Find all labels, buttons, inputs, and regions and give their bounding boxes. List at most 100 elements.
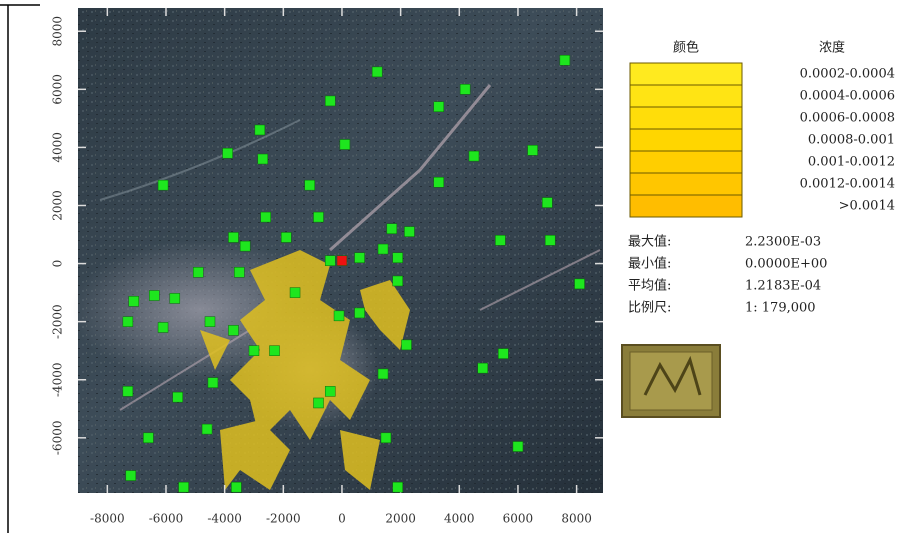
data-point: [314, 212, 324, 222]
y-tick-label: 0: [51, 260, 65, 268]
data-point: [126, 471, 136, 481]
y-tick-label: 8000: [51, 16, 65, 47]
data-point: [129, 296, 139, 306]
x-tick-label: 2000: [385, 512, 416, 526]
screen: -8000 -6000 -4000 -2000 0 2000 4000 6000 8000 -60…: [0, 0, 899, 533]
data-point: [340, 139, 350, 149]
data-point: [495, 235, 505, 245]
legend-label: 0.0012-0.0014: [800, 177, 895, 192]
data-point: [193, 267, 203, 277]
x-tick-label: -8000: [90, 512, 125, 526]
data-point: [513, 442, 523, 452]
data-point: [281, 232, 291, 242]
data-point: [205, 317, 215, 327]
data-point: [378, 244, 388, 254]
thumbnail: [622, 345, 720, 417]
x-tick-label: 6000: [503, 512, 534, 526]
data-point: [234, 267, 244, 277]
data-point: [270, 346, 280, 356]
x-tick-label: 8000: [561, 512, 592, 526]
data-point: [123, 386, 133, 396]
data-point: [434, 177, 444, 187]
data-point: [378, 369, 388, 379]
data-point: [223, 148, 233, 158]
legend-swatch: [630, 151, 742, 173]
data-point: [460, 84, 470, 94]
data-point: [240, 241, 250, 251]
data-point: [228, 232, 238, 242]
y-tick-label: 6000: [51, 74, 65, 105]
legend-label: >0.0014: [839, 199, 895, 214]
data-point: [173, 392, 183, 402]
legend-swatch: [630, 107, 742, 129]
data-point: [202, 424, 212, 434]
legend-swatch: [630, 195, 742, 217]
data-point: [255, 125, 265, 135]
data-point: [393, 482, 403, 492]
stat-label: 最大值:: [628, 234, 671, 250]
y-tick-label: 2000: [51, 190, 65, 221]
data-point: [314, 398, 324, 408]
page: {"chart_data": {"type": "scatter", "xlim…: [0, 0, 899, 533]
data-point: [337, 256, 347, 266]
data-point: [249, 346, 259, 356]
legend-swatch: [630, 173, 742, 195]
legend-swatch: [630, 63, 742, 85]
data-point: [575, 279, 585, 289]
x-tick-label: -2000: [266, 512, 301, 526]
legend-label: 0.0002-0.0004: [800, 67, 895, 82]
stat-value: 1: 179,000: [745, 301, 816, 316]
data-point: [143, 433, 153, 443]
data-point: [469, 151, 479, 161]
stat-value: 1.2183E-04: [745, 279, 821, 294]
data-point: [123, 317, 133, 327]
y-tick-label: -6000: [51, 421, 65, 456]
data-point: [542, 198, 552, 208]
legend-label: 0.001-0.0012: [808, 155, 895, 170]
data-point: [228, 325, 238, 335]
data-point: [149, 291, 159, 301]
legend-label: 0.0008-0.001: [808, 133, 895, 148]
data-point: [434, 102, 444, 112]
legend: 颜色 浓度 0.0002-0.0004 0.0004-0.0006 0.0006-0.0…: [630, 40, 895, 218]
data-point: [498, 349, 508, 359]
data-point: [325, 96, 335, 106]
stat-value: 2.2300E-03: [745, 235, 821, 250]
data-point: [325, 386, 335, 396]
data-point: [179, 482, 189, 492]
data-point: [158, 322, 168, 332]
data-point: [545, 235, 555, 245]
data-point: [158, 180, 168, 190]
data-point: [528, 145, 538, 155]
legend-label: 0.0004-0.0006: [800, 89, 895, 104]
data-point: [355, 253, 365, 263]
legend-header: 颜色: [673, 40, 699, 56]
data-point: [258, 154, 268, 164]
legend-label: 0.0006-0.0008: [800, 111, 895, 126]
data-point: [290, 288, 300, 298]
data-point: [401, 340, 411, 350]
data-point: [381, 433, 391, 443]
y-tick-label: -2000: [51, 304, 65, 339]
data-point: [261, 212, 271, 222]
data-point: [231, 482, 241, 492]
data-point: [208, 378, 218, 388]
data-point: [478, 363, 488, 373]
y-tick-label: 4000: [51, 132, 65, 163]
y-tick-label: -4000: [51, 362, 65, 397]
data-point: [325, 256, 335, 266]
data-point: [372, 67, 382, 77]
data-point: [393, 276, 403, 286]
legend-swatch: [630, 85, 742, 107]
data-point: [387, 224, 397, 234]
x-tick-label: 4000: [444, 512, 475, 526]
x-tick-label: -6000: [149, 512, 184, 526]
legend-header: 浓度: [819, 40, 845, 56]
stat-value: 0.0000E+00: [745, 257, 827, 272]
data-point: [393, 253, 403, 263]
satellite-image: [70, 8, 603, 493]
x-tick-label: 0: [338, 512, 346, 526]
data-point: [305, 180, 315, 190]
stats: 最大值:2.2300E-03最小值:0.0000E+00平均值:1.2183E-…: [628, 234, 827, 316]
data-point: [334, 311, 344, 321]
